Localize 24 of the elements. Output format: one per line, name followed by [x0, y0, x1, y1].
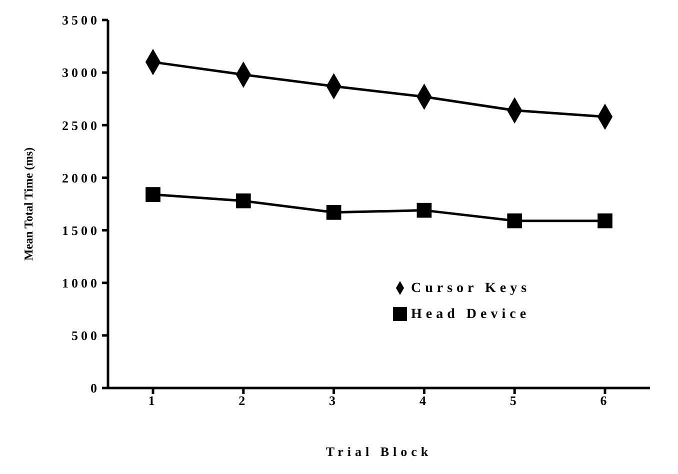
x-tick-label: 4 [419, 393, 429, 408]
y-tick-label: 2000 [62, 170, 100, 186]
point [146, 187, 160, 202]
y-tick-label: 3500 [62, 12, 100, 28]
x-axis-title: Trial Block [326, 444, 432, 459]
x-tick-label: 6 [600, 393, 610, 408]
point [598, 213, 612, 228]
point [326, 204, 342, 220]
y-tick-label: 2500 [62, 118, 100, 133]
point [507, 213, 522, 228]
y-axis-title: Mean Total Time (ms) [21, 147, 36, 261]
y-tick-label: 500 [72, 328, 100, 344]
point [416, 202, 432, 218]
point [236, 193, 251, 208]
y-tick-label: 3000 [62, 65, 100, 80]
x-tick-label: 3 [329, 393, 339, 408]
y-tick-label: 1500 [62, 222, 100, 238]
legend-label: Head Device [411, 307, 530, 322]
x-tick-label: 5 [510, 393, 520, 408]
y-tick-label: 1000 [62, 275, 100, 290]
legend-label: Cursor Keys [411, 281, 531, 296]
x-tick-label: 2 [238, 393, 248, 408]
x-tick-label: 1 [148, 393, 158, 408]
y-tick-label: 0 [90, 380, 100, 396]
